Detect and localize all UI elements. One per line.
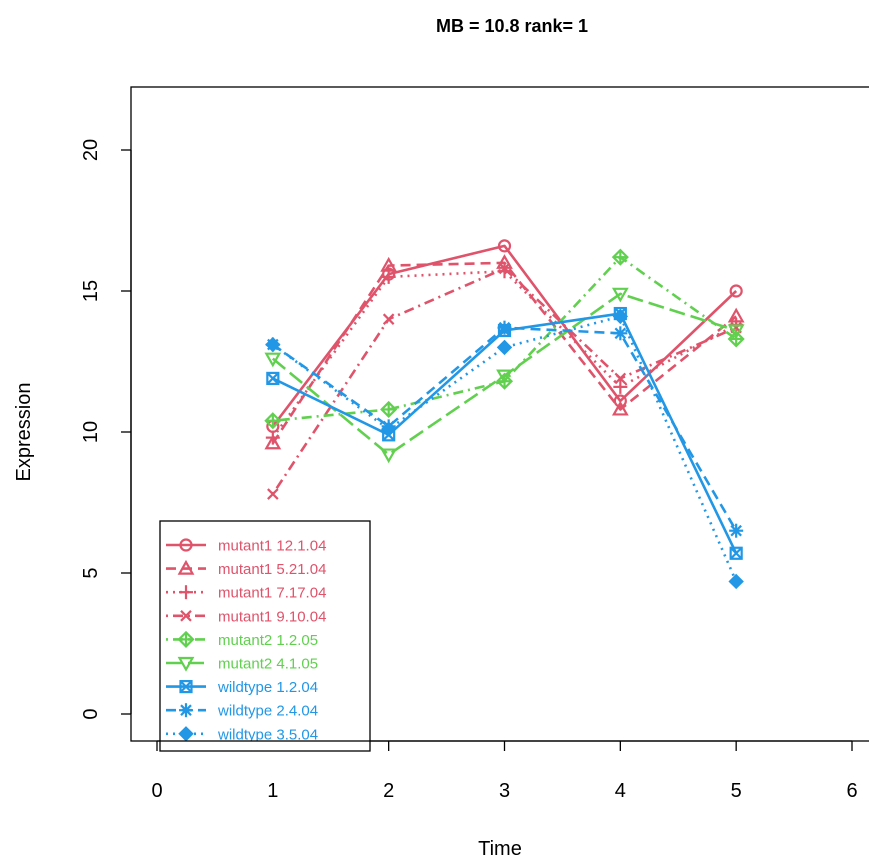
legend: mutant1 12.1.04 mutant1 5.21.04 mutant1 7.… bbox=[159, 520, 371, 752]
data-point bbox=[267, 488, 279, 500]
legend-item: wildtype 3.5.04 bbox=[166, 726, 318, 743]
legend-marker bbox=[179, 703, 193, 718]
data-point bbox=[380, 421, 397, 437]
plot-frame bbox=[130, 86, 869, 742]
legend-marker bbox=[177, 656, 195, 672]
x-tick-label: 2 bbox=[383, 780, 394, 802]
y-tick-label: 20 bbox=[80, 139, 102, 161]
legend-label: mutant1 5.21.04 bbox=[218, 561, 326, 578]
data-point bbox=[611, 248, 629, 266]
data-point bbox=[264, 434, 282, 450]
legend-marker bbox=[179, 585, 193, 600]
legend-label: mutant1 12.1.04 bbox=[218, 538, 326, 555]
data-point bbox=[380, 448, 398, 464]
series-line bbox=[271, 267, 737, 495]
legend-item: mutant1 9.10.04 bbox=[166, 608, 326, 625]
data-point bbox=[265, 430, 280, 445]
data-point bbox=[497, 239, 512, 253]
data-point bbox=[613, 379, 628, 394]
legend-item: mutant1 7.17.04 bbox=[166, 585, 326, 602]
series-line bbox=[272, 292, 737, 456]
legend-item: mutant1 5.21.04 bbox=[166, 559, 326, 578]
x-tick-label: 6 bbox=[846, 780, 857, 802]
data-point bbox=[266, 371, 280, 386]
legend-label: wildtype 3.5.04 bbox=[217, 726, 318, 743]
legend-item: mutant2 1.2.05 bbox=[166, 630, 318, 649]
series-mutant1-9-10-04 bbox=[267, 262, 742, 500]
legend-item: mutant1 12.1.04 bbox=[166, 538, 326, 555]
data-point bbox=[729, 546, 743, 560]
x-axis-label: Time bbox=[478, 838, 522, 860]
legend-marker bbox=[177, 559, 195, 575]
y-tick-label: 15 bbox=[80, 280, 102, 302]
data-point bbox=[612, 308, 629, 325]
data-point bbox=[382, 313, 395, 325]
data-point bbox=[380, 400, 398, 418]
series-wildtype-3-5-04 bbox=[265, 308, 744, 590]
legend-label: mutant2 4.1.05 bbox=[218, 656, 318, 673]
y-tick-label: 0 bbox=[80, 708, 102, 719]
series-layer bbox=[264, 239, 745, 590]
data-point bbox=[729, 284, 743, 298]
y-tick-label: 5 bbox=[80, 567, 102, 578]
legend-marker bbox=[179, 679, 193, 694]
data-point bbox=[727, 324, 745, 340]
series-mutant2-4-1-05 bbox=[264, 287, 745, 464]
data-point bbox=[611, 287, 629, 303]
y-tick-label: 10 bbox=[80, 421, 102, 443]
legend-label: mutant2 1.2.05 bbox=[218, 632, 318, 649]
legend-item: wildtype 2.4.04 bbox=[166, 703, 318, 720]
legend-label: mutant1 9.10.04 bbox=[218, 608, 326, 625]
data-point bbox=[264, 412, 282, 430]
x-tick-label: 4 bbox=[615, 780, 626, 802]
legend-item: wildtype 1.2.04 bbox=[166, 679, 318, 696]
data-point bbox=[728, 573, 744, 590]
legend-label: wildtype 2.4.04 bbox=[217, 703, 318, 720]
legend-marker bbox=[180, 610, 192, 622]
data-point bbox=[265, 336, 281, 353]
data-point bbox=[614, 372, 627, 385]
y-axis-label: Expression bbox=[13, 383, 35, 482]
x-tick-label: 5 bbox=[731, 780, 742, 802]
legend-items: mutant1 12.1.04 mutant1 5.21.04 mutant1 7.… bbox=[166, 538, 326, 743]
series-line bbox=[272, 255, 737, 423]
data-point bbox=[496, 369, 513, 385]
x-tick-label: 0 bbox=[151, 780, 162, 802]
series-line bbox=[271, 244, 738, 428]
series-line bbox=[271, 261, 737, 444]
data-point bbox=[613, 326, 628, 341]
chart-title: MB = 10.8 rank= 1 bbox=[436, 16, 588, 36]
legend-item: mutant2 4.1.05 bbox=[166, 656, 318, 673]
data-point bbox=[264, 352, 282, 368]
legend-marker bbox=[177, 630, 195, 648]
data-point bbox=[729, 523, 744, 538]
data-point bbox=[498, 262, 511, 275]
legend-label: wildtype 1.2.04 bbox=[217, 679, 318, 696]
legend-marker bbox=[179, 538, 193, 552]
data-point bbox=[381, 269, 396, 284]
x-tick-label: 3 bbox=[499, 780, 510, 802]
data-point bbox=[496, 339, 513, 356]
legend-label: mutant1 7.17.04 bbox=[218, 585, 326, 602]
legend-box bbox=[159, 520, 371, 752]
data-point bbox=[497, 320, 512, 335]
x-tick-label: 1 bbox=[267, 780, 278, 802]
data-point bbox=[611, 400, 629, 416]
